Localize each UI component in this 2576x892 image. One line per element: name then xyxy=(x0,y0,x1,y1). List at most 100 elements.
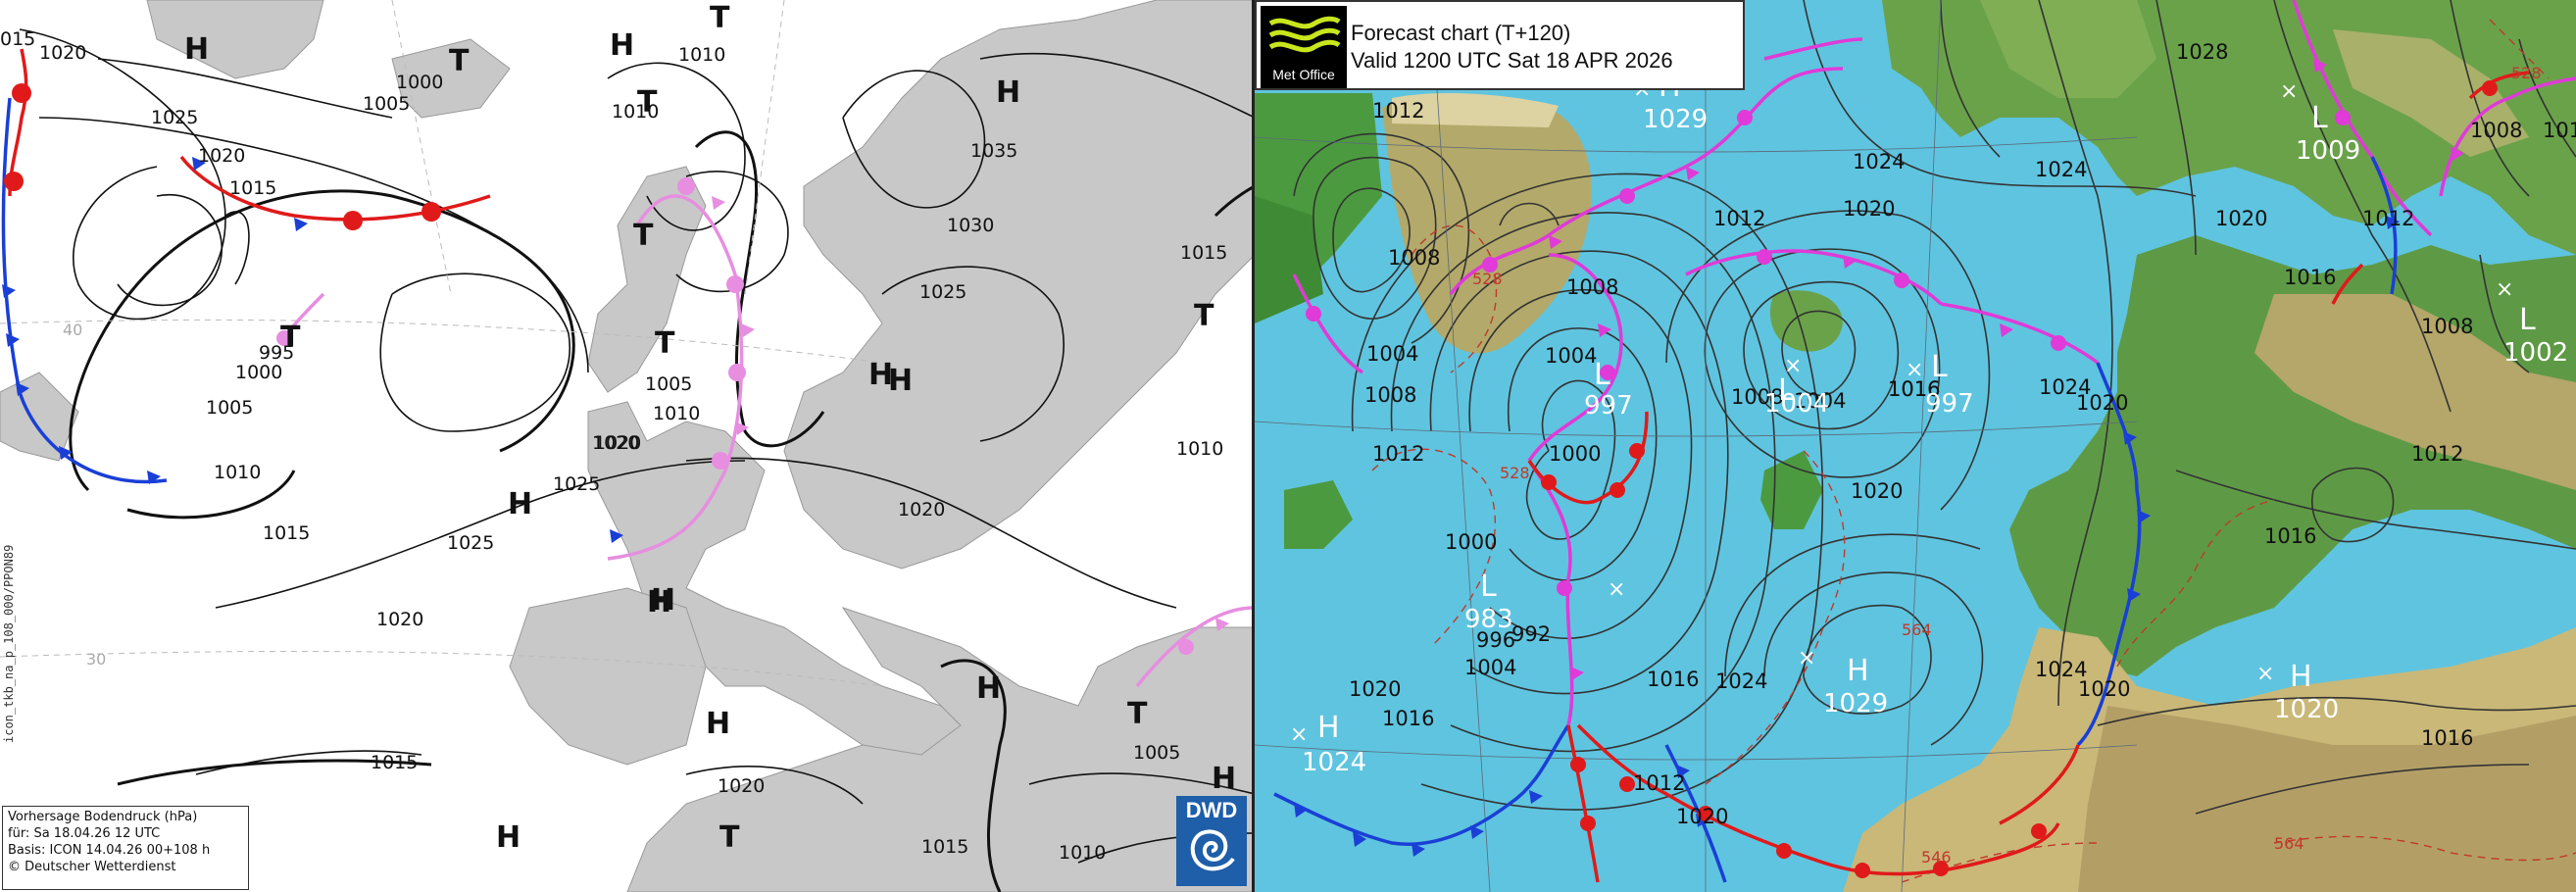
metoffice-logo-text: Met Office xyxy=(1272,67,1335,82)
isobar-label: 1024 xyxy=(2039,375,2091,399)
metoffice-graticule xyxy=(1255,0,2138,892)
isobar-label: 1012 xyxy=(1372,99,1424,123)
isobar-label: 1028 xyxy=(2176,40,2228,64)
isobar-label: 995 xyxy=(259,342,294,364)
isobar-label: 1020 xyxy=(2076,391,2128,415)
isobar-label: 1016 xyxy=(1382,707,1434,730)
dwd-graticule xyxy=(0,0,883,687)
high-centre: H xyxy=(1212,762,1236,796)
isobar-label: 1005 xyxy=(1133,742,1180,764)
isobar-label: 1020 xyxy=(376,609,423,630)
isobar-label: 1020 xyxy=(898,499,945,520)
isobar-label: 1025 xyxy=(151,107,198,128)
centre-value: 1009 xyxy=(2296,136,2360,166)
metoffice-isobar-labels: 1012 1008 1004 1008 1012 1004 1000 1000 … xyxy=(1349,40,2576,828)
swirl-icon xyxy=(1190,829,1235,871)
pressure-centre: L 983 xyxy=(1464,570,1513,634)
isobar-label: 1015 xyxy=(263,522,310,544)
isobar-label: 1000 xyxy=(396,72,443,93)
dwd-isobars xyxy=(19,28,1252,864)
isobar-label: 1010 xyxy=(214,462,261,483)
isobar-label: 1016 xyxy=(2421,726,2473,750)
isobar-label: 1025 xyxy=(553,473,600,495)
isobar-label: 1010 xyxy=(653,403,700,424)
lat-label: 30 xyxy=(86,650,106,669)
lat-label: 40 xyxy=(63,321,82,339)
metoffice-isobars xyxy=(1293,0,2576,815)
centre-value: 997 xyxy=(1584,391,1633,421)
dwd-lat-labels: 40 30 xyxy=(63,321,106,669)
metoffice-fronts xyxy=(1273,0,2576,883)
high-centre: H xyxy=(508,487,532,521)
centre-letter: L xyxy=(1931,350,1948,384)
isobar-label: 1015 xyxy=(921,836,968,858)
isobar-label: 1005 xyxy=(645,373,692,395)
pressure-centre: H 1020 xyxy=(2274,660,2339,724)
isobar-label: 1005 xyxy=(363,93,410,115)
isobar-label: 1015 xyxy=(1180,242,1227,264)
isobar-label: 1016 xyxy=(1888,377,1940,401)
thickness-label: 546 xyxy=(1921,848,1952,867)
svg-text:×: × xyxy=(2256,662,2274,686)
svg-text:×: × xyxy=(1290,722,1308,747)
high-centre: H xyxy=(651,583,675,618)
centre-value: 1002 xyxy=(2503,338,2568,368)
isobar-label: 1016 xyxy=(2284,266,2336,289)
isobar-label: 1015 xyxy=(229,177,276,199)
isobar-label: 1000 xyxy=(235,362,282,383)
metoffice-logo: Met Office xyxy=(1261,6,1347,88)
high-centre: H xyxy=(996,75,1020,110)
info-line: für: Sa 18.04.26 12 UTC xyxy=(8,826,161,841)
forecast-valid-line: Valid 1200 UTC Sat 18 APR 2026 xyxy=(1351,48,1673,73)
isobar-label: 1024 xyxy=(1715,669,1767,693)
isobar-label: 1008 xyxy=(1731,385,1783,409)
dwd-logo: DWD xyxy=(1176,796,1247,886)
low-centre: T xyxy=(449,44,470,78)
centre-value: 1024 xyxy=(1302,748,1366,777)
isobar-label: 1005 xyxy=(206,397,253,419)
isobar-label: 1024 xyxy=(2035,658,2087,681)
forecast-info-box: Vorhersage Bodendruck (hPa) für: Sa 18.0… xyxy=(2,806,249,890)
isobar-label: 1008 xyxy=(1566,275,1618,299)
metoffice-wave-icon xyxy=(1268,16,1341,53)
dwd-surface-pressure-chart: 015 1020 1025 1000 1005 1010 1010 1020 1… xyxy=(0,0,1255,892)
centre-letter: L xyxy=(2519,303,2536,337)
model-run-text: icon_tkb_na_p_108_000/PPON89 xyxy=(2,544,16,743)
isobar-label: 1020 xyxy=(2215,207,2267,230)
svg-text:×: × xyxy=(1608,577,1625,602)
centre-letter: H xyxy=(2290,660,2312,694)
dwd-landmasses xyxy=(0,0,1252,892)
metoffice-pressure-centres: H 1029 L 1009 L 997 L 1004 L 997 xyxy=(1290,70,2568,777)
centre-value: 1029 xyxy=(1643,105,1708,134)
isobar-label: 1016 xyxy=(2264,524,2316,548)
model-run-label: icon_tkb_na_p_108_000/PPON89 xyxy=(0,527,18,743)
isobar-label: 1030 xyxy=(947,215,994,236)
pressure-centre: L 992 xyxy=(1511,622,1551,646)
isobar-label: 1010 xyxy=(678,44,725,66)
isobar-label: 1020 xyxy=(2078,677,2130,701)
isobar-label: 1000 xyxy=(1445,530,1497,554)
isobar-label: 1004 xyxy=(1366,342,1418,366)
forecast-title-line: Forecast chart (T+120) xyxy=(1351,21,1571,45)
centre-letter: L xyxy=(1778,373,1795,408)
high-centre: H xyxy=(888,364,913,398)
isobar-label: 1012 xyxy=(1633,771,1685,795)
isobar-label: 1024 xyxy=(1853,150,1905,173)
centre-letter: H xyxy=(1317,711,1340,745)
isobar-label: 1012 xyxy=(2411,442,2463,466)
high-centre: H xyxy=(184,32,209,67)
isobar-label: 1008 xyxy=(1388,246,1440,270)
isobar-label: 1012 xyxy=(2543,119,2576,142)
centre-value: 992 xyxy=(1511,622,1551,646)
isobar-label: 1016 xyxy=(1647,668,1699,691)
centre-value: 997 xyxy=(1925,389,1974,419)
isobar-label: 1025 xyxy=(919,281,966,303)
high-centre: H xyxy=(976,671,1001,706)
isobar-label: 1008 xyxy=(1364,383,1416,407)
low-centre: T xyxy=(719,820,740,855)
isobar-label: 1012 xyxy=(1372,442,1424,466)
svg-text:×: × xyxy=(1798,646,1815,670)
low-centre: T xyxy=(655,326,675,361)
isobar-label: 1010 xyxy=(612,101,659,123)
dwd-isobar-labels: 015 1020 1025 1000 1005 1010 1010 1020 1… xyxy=(0,28,1227,864)
